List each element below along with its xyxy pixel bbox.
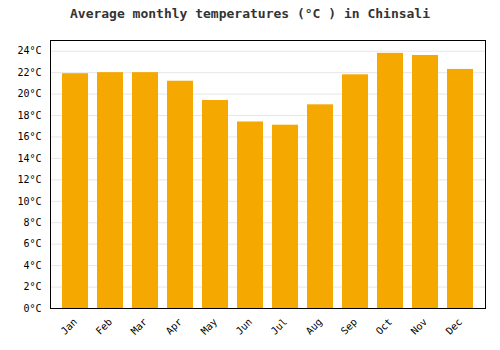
svg-text:Sep: Sep <box>339 316 360 337</box>
svg-text:Jan: Jan <box>59 316 80 337</box>
svg-text:Jun: Jun <box>234 316 255 337</box>
svg-text:8°C: 8°C <box>23 217 41 228</box>
svg-text:Mar: Mar <box>129 316 150 337</box>
svg-text:Feb: Feb <box>94 316 115 337</box>
svg-text:Apr: Apr <box>164 316 185 337</box>
svg-text:14°C: 14°C <box>17 153 41 164</box>
svg-text:12°C: 12°C <box>17 174 41 185</box>
html-text:Average monthly temperatures (: Average monthly temperatures (°C ) in Ch… <box>70 6 430 21</box>
svg-text:16°C: 16°C <box>17 131 41 142</box>
svg-text:May: May <box>199 316 220 337</box>
svg-text:0°C: 0°C <box>23 303 41 314</box>
svg-text:22°C: 22°C <box>17 67 41 78</box>
svg-text:20°C: 20°C <box>17 88 41 99</box>
svg-text:Aug: Aug <box>304 316 325 337</box>
svg-text:Jul: Jul <box>269 316 290 337</box>
svg-text:10°C: 10°C <box>17 196 41 207</box>
svg-text:2°C: 2°C <box>23 281 41 292</box>
svg-text:Nov: Nov <box>409 316 430 337</box>
svg-text:18°C: 18°C <box>17 110 41 121</box>
svg-text:24°C: 24°C <box>17 45 41 56</box>
svg-text:Dec: Dec <box>444 316 465 337</box>
svg-text:Oct: Oct <box>374 316 395 337</box>
svg-text:4°C: 4°C <box>23 260 41 271</box>
svg-text:6°C: 6°C <box>23 238 41 249</box>
